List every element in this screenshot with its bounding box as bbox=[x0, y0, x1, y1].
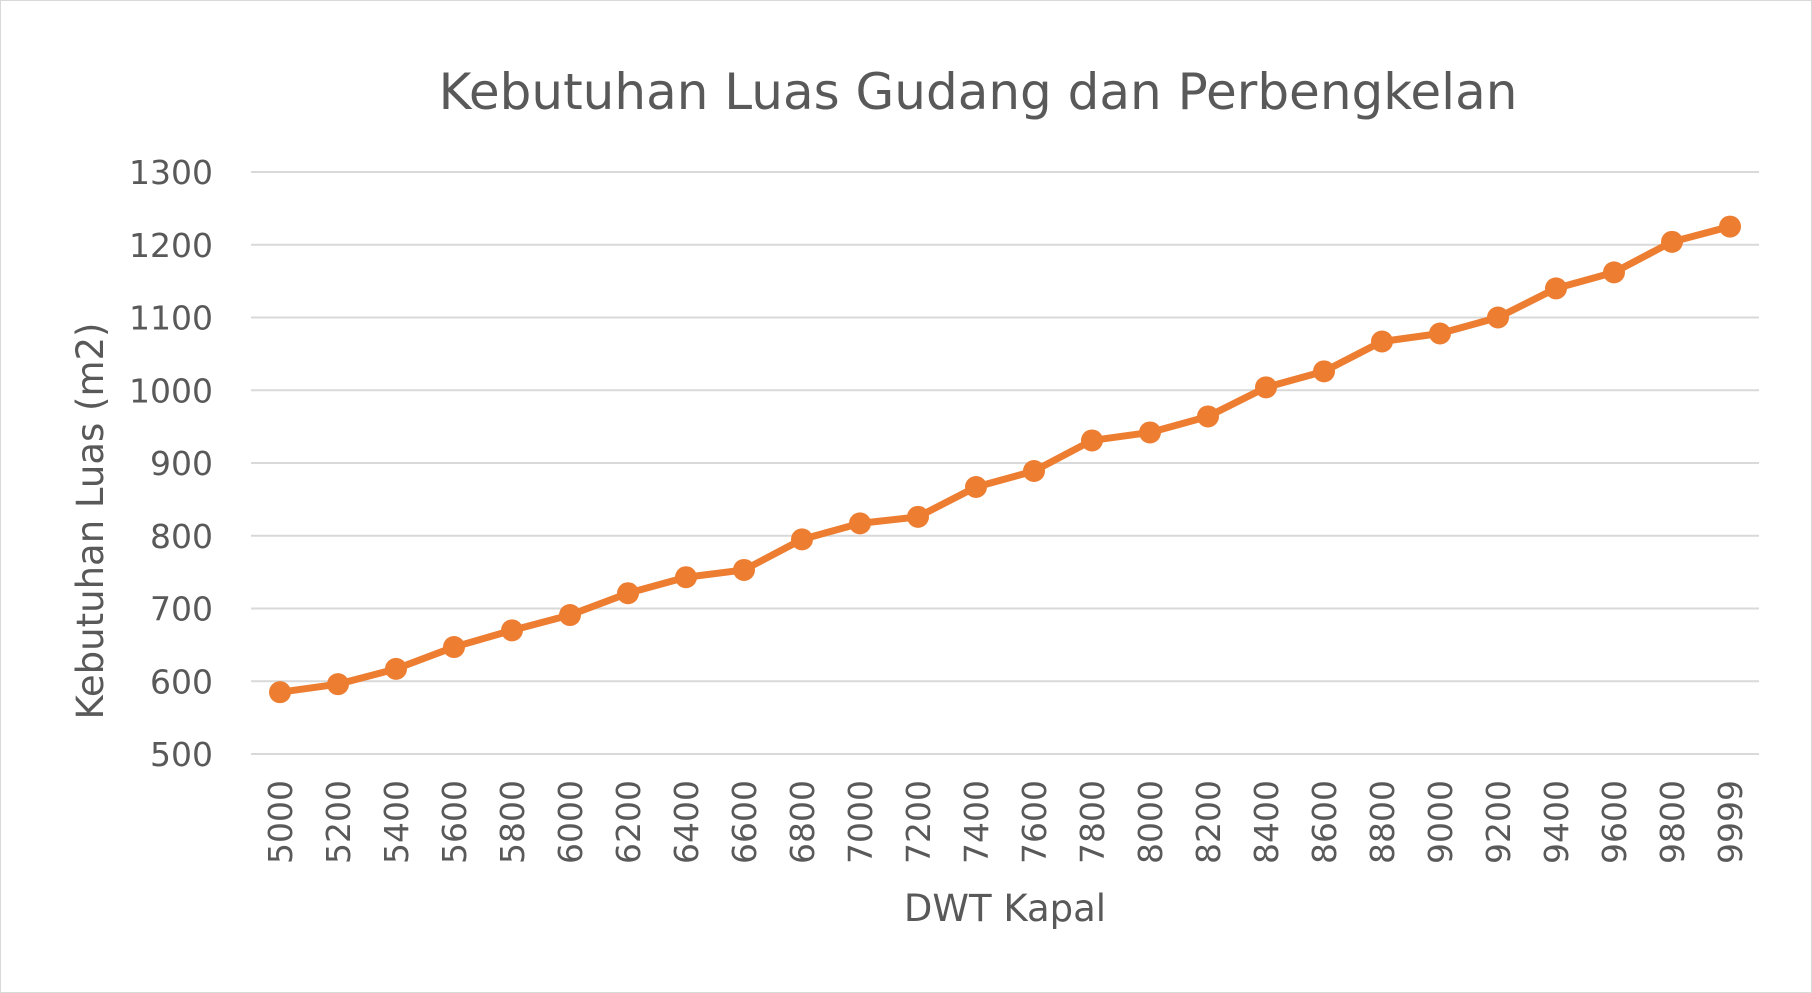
data-point bbox=[791, 528, 813, 551]
x-tick-label: 8800 bbox=[1363, 780, 1402, 864]
data-point bbox=[501, 619, 523, 642]
data-point bbox=[733, 558, 755, 581]
data-point bbox=[675, 566, 697, 589]
x-tick-label: 9999 bbox=[1711, 780, 1750, 864]
data-point bbox=[1023, 460, 1045, 483]
chart-title: Kebutuhan Luas Gudang dan Perbengkelan bbox=[439, 63, 1518, 121]
x-tick-label: 6000 bbox=[551, 780, 590, 864]
data-point bbox=[965, 476, 987, 499]
data-point bbox=[849, 512, 871, 535]
x-tick-label: 5200 bbox=[319, 780, 358, 864]
x-tick-label: 8400 bbox=[1247, 780, 1286, 864]
data-point bbox=[269, 681, 291, 704]
x-tick-label: 6200 bbox=[609, 780, 648, 864]
x-tick-label: 7200 bbox=[899, 780, 938, 864]
y-axis-title: Kebutuhan Luas (m2) bbox=[69, 323, 112, 720]
y-tick-label: 1100 bbox=[129, 299, 213, 338]
x-tick-label: 5000 bbox=[261, 780, 300, 864]
y-tick-label: 1200 bbox=[129, 226, 213, 265]
gridlines bbox=[251, 171, 1759, 755]
x-tick-label: 6800 bbox=[783, 780, 822, 864]
data-point bbox=[1603, 261, 1625, 284]
x-tick-label: 5600 bbox=[435, 780, 474, 864]
data-point bbox=[327, 673, 349, 696]
x-tick-label: 9600 bbox=[1595, 780, 1634, 864]
x-tick-label: 7800 bbox=[1073, 780, 1112, 864]
x-axis-ticks: 5000 5200 5400 5600 5800 6000 6200 6400 6600 6800… bbox=[261, 780, 1750, 864]
data-point bbox=[443, 636, 465, 659]
data-point bbox=[1255, 376, 1277, 399]
y-tick-label: 700 bbox=[150, 590, 213, 629]
data-point bbox=[559, 604, 581, 627]
data-point bbox=[617, 582, 639, 605]
y-tick-label: 1300 bbox=[129, 153, 213, 192]
x-tick-label: 8000 bbox=[1131, 780, 1170, 864]
x-tick-label: 5400 bbox=[377, 780, 416, 864]
y-tick-label: 900 bbox=[150, 444, 213, 483]
data-point bbox=[1487, 306, 1509, 329]
data-point bbox=[907, 505, 929, 528]
x-tick-label: 6400 bbox=[667, 780, 706, 864]
x-tick-label: 7000 bbox=[841, 780, 880, 864]
data-point bbox=[385, 657, 407, 680]
data-point bbox=[1429, 322, 1451, 345]
x-tick-label: 9200 bbox=[1479, 780, 1518, 864]
x-tick-label: 5800 bbox=[493, 780, 532, 864]
series-line bbox=[276, 223, 1734, 696]
y-tick-label: 1000 bbox=[129, 371, 213, 410]
x-tick-label: 7600 bbox=[1015, 780, 1054, 864]
data-point bbox=[1139, 421, 1161, 444]
x-tick-label: 8200 bbox=[1189, 780, 1228, 864]
x-tick-label: 9800 bbox=[1653, 780, 1692, 864]
x-tick-label: 8600 bbox=[1305, 780, 1344, 864]
data-point bbox=[1197, 405, 1219, 428]
x-axis-title: DWT Kapal bbox=[904, 887, 1106, 930]
y-tick-label: 800 bbox=[150, 517, 213, 556]
data-point bbox=[1313, 360, 1335, 383]
x-tick-label: 7400 bbox=[957, 780, 996, 864]
x-tick-label: 9400 bbox=[1537, 780, 1576, 864]
data-point bbox=[1661, 230, 1683, 253]
x-tick-label: 9000 bbox=[1421, 780, 1460, 864]
y-tick-label: 500 bbox=[150, 735, 213, 774]
y-tick-label: 600 bbox=[150, 662, 213, 701]
data-point bbox=[1371, 330, 1393, 353]
y-axis-ticks: 500 600 700 800 900 1000 1100 1200 1300 bbox=[129, 153, 213, 774]
x-tick-label: 6600 bbox=[725, 780, 764, 864]
data-point bbox=[1719, 215, 1741, 238]
data-point bbox=[1545, 277, 1567, 300]
data-point bbox=[1081, 429, 1103, 452]
series-layer bbox=[269, 215, 1741, 704]
